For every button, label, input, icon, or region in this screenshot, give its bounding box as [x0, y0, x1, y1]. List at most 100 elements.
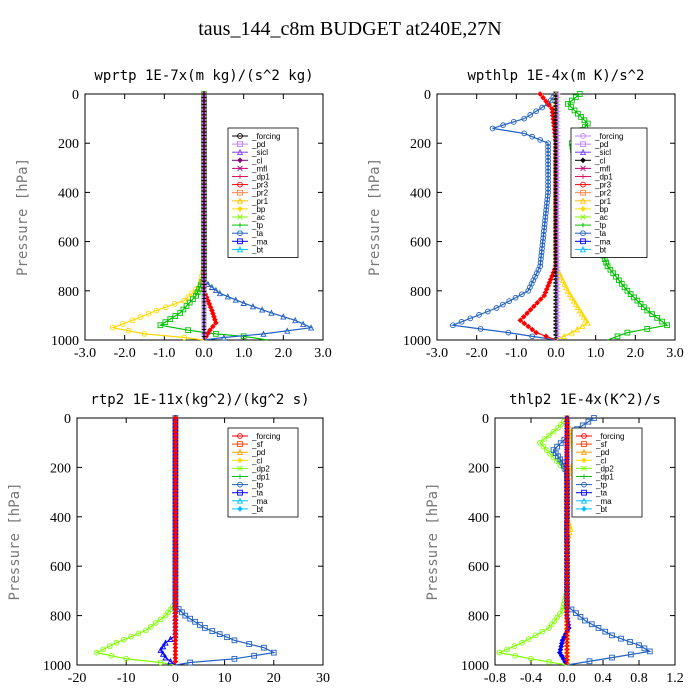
data-point	[555, 425, 561, 431]
data-point	[559, 276, 566, 284]
legend-label: _forcing	[251, 132, 280, 141]
legend-label: _dp2	[595, 464, 614, 473]
y-tick-label: 600	[468, 560, 489, 575]
data-point	[517, 317, 524, 324]
data-point	[537, 91, 543, 97]
data-point	[524, 310, 530, 317]
data-point	[602, 628, 609, 635]
data-point	[545, 179, 551, 185]
x-tick-label: 1.0	[587, 346, 605, 361]
legend-label: _dp1	[594, 173, 613, 182]
data-point	[609, 654, 615, 661]
y-tick-label: 800	[410, 285, 431, 300]
legend-label: _cl	[594, 156, 605, 165]
data-point	[162, 304, 169, 311]
legend-label: _bp	[251, 205, 266, 214]
data-point	[190, 296, 196, 303]
data-point	[135, 630, 142, 637]
legend-marker	[237, 165, 243, 172]
data-point	[527, 284, 533, 291]
data-point	[564, 287, 572, 294]
chart-panel-3: rtp2 1E-11x(kg^2)/(kg^2 s) Pressure [hPa]…	[7, 392, 330, 686]
data-point	[545, 171, 551, 178]
y-axis-label: Pressure [hPa]	[15, 158, 31, 276]
legend-marker	[237, 481, 243, 488]
data-point	[177, 310, 184, 316]
legend: _forcing_pd_sicl_cl_mfl_dp1_pr3_pr2_pr1_…	[227, 127, 299, 258]
data-point	[557, 440, 564, 447]
legend-label: _pr3	[251, 181, 269, 190]
legend-marker	[237, 441, 243, 447]
series-line	[450, 93, 557, 341]
legend-marker	[237, 506, 243, 512]
data-point	[450, 322, 456, 329]
data-point	[511, 643, 518, 649]
legend-marker	[237, 133, 243, 139]
legend-label: _cl	[595, 456, 606, 465]
data-point	[187, 659, 194, 666]
data-point	[543, 203, 550, 210]
data-point	[557, 273, 565, 280]
data-point	[152, 620, 159, 626]
data-point	[220, 334, 227, 341]
data-point	[580, 313, 587, 320]
data-point	[532, 632, 539, 639]
y-tick-label: 400	[468, 511, 489, 526]
legend-marker	[237, 174, 243, 179]
data-point	[591, 415, 597, 421]
legend-marker	[236, 497, 244, 504]
data-point	[484, 308, 491, 315]
data-point	[251, 652, 257, 659]
data-point	[181, 297, 188, 304]
data-point	[172, 658, 179, 665]
legend-label: _dp1	[251, 173, 270, 182]
x-tick-label: 0.4	[594, 671, 612, 686]
data-point	[554, 614, 560, 621]
data-point	[529, 333, 536, 340]
data-point	[123, 655, 130, 662]
data-point	[538, 252, 545, 259]
legend-marker	[580, 141, 586, 147]
series-dp1	[93, 415, 179, 666]
data-point	[179, 609, 185, 616]
data-point	[542, 210, 549, 217]
legend-marker	[237, 214, 243, 220]
data-point	[129, 317, 136, 324]
data-point	[162, 319, 169, 326]
data-point	[504, 646, 510, 653]
y-tick-label: 600	[50, 560, 71, 575]
y-tick-label: 800	[50, 610, 71, 625]
data-point	[141, 331, 148, 337]
legend-label: _pd	[251, 140, 265, 149]
x-tick-label: -1.0	[153, 346, 175, 361]
y-tick-label: 800	[468, 610, 489, 625]
data-point	[172, 301, 178, 307]
legend-label: _cl	[251, 156, 262, 165]
data-point	[646, 648, 653, 655]
data-point	[636, 642, 642, 649]
data-point	[545, 154, 551, 161]
data-point	[157, 616, 164, 623]
y-tick-label: 800	[58, 285, 79, 300]
data-point	[545, 186, 551, 192]
data-point	[588, 621, 595, 628]
legend-label: _bt	[251, 245, 264, 254]
data-point	[216, 631, 223, 637]
legend-label: _tp	[594, 221, 607, 230]
legend-label: _pr3	[594, 181, 612, 190]
legend-label: _mfl	[251, 164, 267, 173]
legend-label: _ma	[594, 237, 611, 246]
legend-marker	[580, 230, 586, 237]
data-point	[213, 331, 219, 337]
data-point	[571, 107, 578, 114]
legend-label: _pr1	[594, 197, 612, 206]
data-point	[224, 634, 230, 641]
data-point	[159, 643, 167, 650]
legend-label: _dp1	[251, 473, 270, 482]
legend-marker	[237, 222, 243, 228]
data-point	[512, 294, 519, 301]
data-point	[505, 329, 512, 336]
y-tick-label: 1000	[403, 334, 431, 349]
data-point	[240, 299, 247, 306]
